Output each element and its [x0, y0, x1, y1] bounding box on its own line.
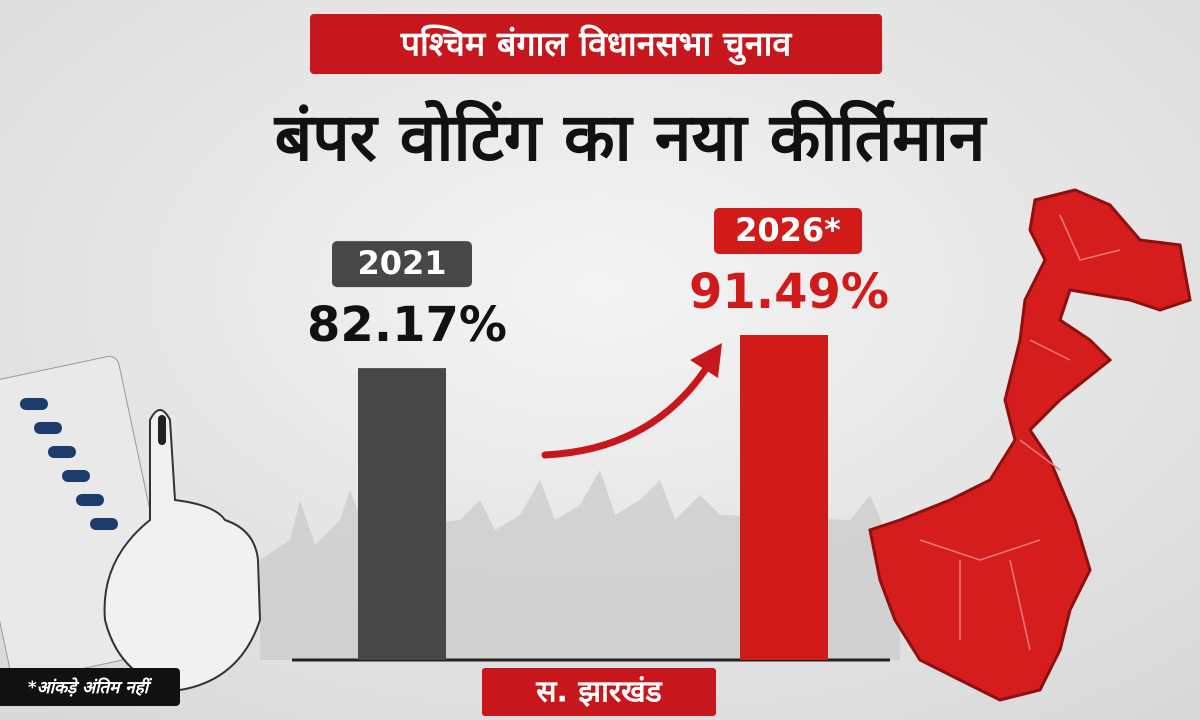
bar [358, 368, 446, 660]
chart-title: बंपर वोटिंग का नया कीर्तिमान [273, 99, 988, 176]
brand: स. झारखंड [535, 675, 662, 710]
west-bengal-map [868, 188, 1192, 702]
bar [740, 335, 828, 660]
footnote: *आंकड़े अंतिम नहीं [28, 677, 153, 698]
kicker-box [310, 14, 882, 74]
brand-box [482, 668, 716, 716]
value-label: 91.49% [689, 264, 889, 320]
growth-arrow [541, 366, 709, 459]
district-borders [919, 214, 1121, 651]
category-label: 2026* [735, 211, 841, 249]
category-box [332, 241, 472, 288]
footnote-box [0, 668, 180, 706]
arrow-head [690, 343, 722, 378]
evm-buttons [20, 398, 118, 530]
kicker: पश्चिम बंगाल विधानसभा चुनाव [400, 24, 793, 66]
ink-mark [158, 415, 166, 445]
inked-finger [103, 409, 262, 692]
category-label: 2021 [357, 244, 446, 282]
value-label: 82.17% [307, 297, 507, 353]
category-box [714, 208, 862, 254]
